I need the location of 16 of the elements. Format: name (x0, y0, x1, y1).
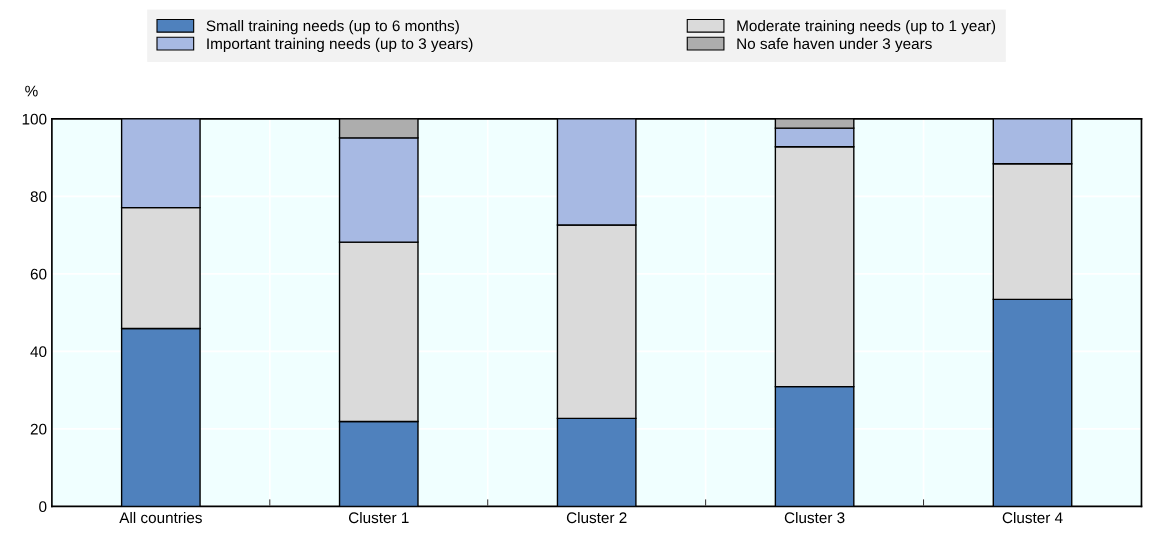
legend-label: Important training needs (up to 3 years) (207, 37, 473, 53)
y-tick-label: 60 (30, 268, 47, 280)
x-tick-label: Cluster 3 (784, 511, 845, 524)
x-tick-label: Cluster 4 (1002, 511, 1063, 524)
y-tick-label: 40 (30, 346, 47, 358)
y-tick-label: 100 (22, 113, 47, 125)
legend-label: Small training needs (up to 6 months) (206, 20, 459, 35)
x-tick-label: Cluster 2 (566, 511, 627, 524)
legend-label: Moderate training needs (up to 1 year) (737, 20, 996, 35)
y-axis-title: % (25, 85, 38, 97)
x-tick-label: All countries (119, 511, 202, 524)
legend-label: No safe haven under 3 years (737, 37, 932, 53)
y-tick-label: 80 (30, 191, 47, 203)
y-tick-label: 0 (39, 501, 47, 513)
x-tick-label: Cluster 1 (348, 511, 409, 524)
y-tick-label: 20 (30, 423, 47, 435)
